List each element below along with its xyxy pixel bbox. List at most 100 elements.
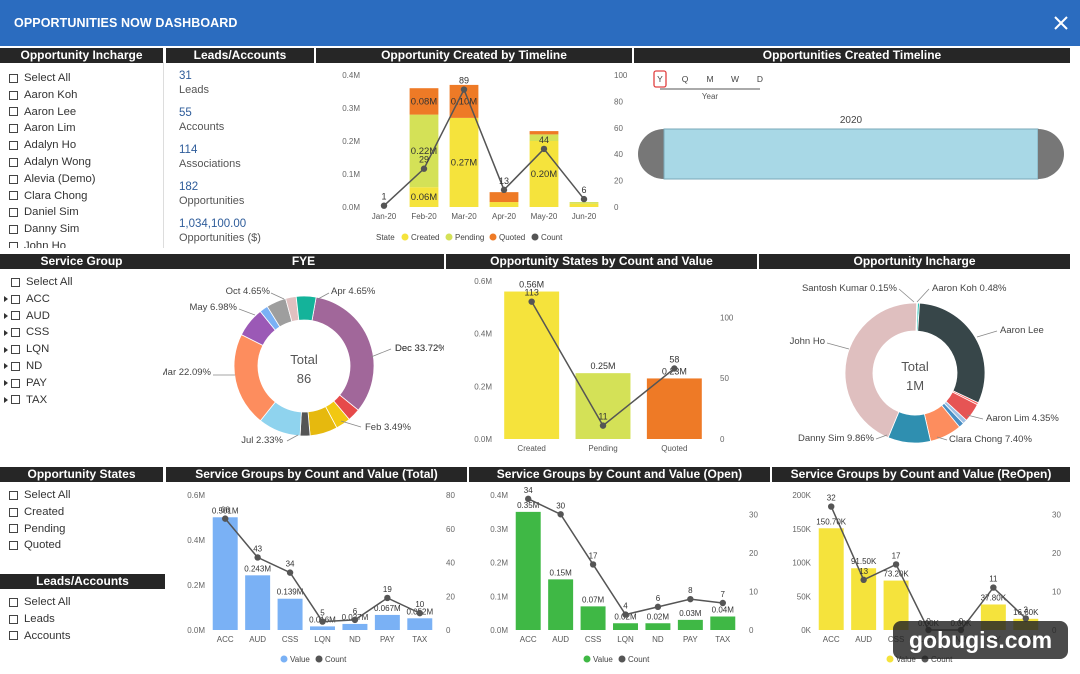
slicer-item[interactable]: Aaron Lee [9, 104, 96, 121]
count-point[interactable] [599, 422, 607, 429]
bar-segment[interactable] [449, 117, 479, 207]
checkbox[interactable] [9, 614, 18, 624]
slicer-item[interactable]: Clara Chong [9, 188, 96, 205]
sg-reopen-chart[interactable]: 0K50K100K150K200K0102030150.70KACC91.50K… [772, 482, 1070, 674]
donut-slice[interactable] [844, 302, 918, 439]
count-point[interactable] [589, 561, 597, 568]
expand-arrow-icon[interactable] [4, 296, 8, 303]
count-point[interactable] [525, 495, 532, 503]
checkbox[interactable] [11, 361, 20, 371]
expand-arrow-icon[interactable] [4, 396, 8, 403]
bar-segment[interactable] [529, 134, 559, 141]
states-chart[interactable]: 0.0M 0.2M 0.4M 0.6M 0 50 100 0.56M Created 0.25M P… [446, 269, 757, 461]
bar-segment[interactable] [529, 131, 559, 135]
granularity-selected[interactable] [653, 70, 667, 88]
donut-slice[interactable] [295, 295, 317, 322]
count-point[interactable] [671, 365, 678, 372]
year-range-bar[interactable] [663, 128, 1039, 180]
bar-segment[interactable] [489, 202, 519, 207]
count-point[interactable] [860, 576, 867, 584]
count-point[interactable] [654, 603, 662, 611]
checkbox[interactable] [11, 277, 20, 287]
checkbox[interactable] [9, 157, 18, 167]
slicer-item[interactable]: Accounts [9, 628, 70, 645]
checkbox[interactable] [9, 241, 18, 248]
slicer-item[interactable]: Select All [9, 594, 70, 611]
count-point[interactable] [380, 202, 388, 209]
slicer-item[interactable]: John Ho [9, 238, 96, 248]
checkbox[interactable] [9, 73, 18, 83]
bar[interactable] [818, 528, 844, 630]
slicer-item[interactable]: Select All [9, 487, 70, 504]
expand-arrow-icon[interactable] [4, 363, 8, 370]
timeline-filter[interactable]: Y Q M W D Year 2020 [634, 63, 1070, 248]
granularity-option[interactable]: D [757, 74, 763, 84]
checkbox[interactable] [9, 225, 18, 235]
bar[interactable] [677, 619, 703, 630]
checkbox[interactable] [9, 490, 18, 500]
bar[interactable] [212, 517, 238, 630]
bar[interactable] [342, 623, 368, 630]
bar[interactable] [277, 598, 303, 630]
bar-segment[interactable] [569, 203, 599, 207]
count-point[interactable] [319, 618, 326, 625]
checkbox[interactable] [9, 107, 18, 117]
expand-arrow-icon[interactable] [4, 380, 8, 387]
checkbox[interactable] [11, 378, 20, 388]
count-point[interactable] [687, 595, 694, 603]
granularity-option[interactable]: Y [657, 74, 663, 84]
slicer-item[interactable]: Adalyn Ho [9, 137, 96, 154]
slicer-item[interactable]: ND [4, 358, 72, 375]
slicer-item[interactable]: Daniel Sim [9, 204, 96, 221]
count-point[interactable] [1022, 615, 1029, 622]
slicer-item[interactable]: Aaron Koh [9, 87, 96, 104]
timeline-chart[interactable]: 0.0M 0.1M 0.2M 0.3M 0.4M 0 20 40 60 80 100 Jan-20 0.… [316, 63, 632, 248]
donut-slice[interactable] [233, 334, 276, 422]
checkbox[interactable] [9, 597, 18, 607]
bar[interactable] [710, 616, 736, 631]
bar-segment[interactable] [569, 202, 599, 204]
slicer-item[interactable]: LQN [4, 341, 72, 358]
checkbox[interactable] [11, 311, 20, 321]
expand-arrow-icon[interactable] [4, 329, 8, 336]
slicer-item[interactable]: CSS [4, 324, 72, 341]
slicer-item[interactable]: Aaron Lim [9, 120, 96, 137]
count-point[interactable] [990, 584, 997, 591]
donut-slice[interactable] [915, 302, 918, 332]
bar-segment[interactable] [489, 192, 519, 203]
incharge-donut-chart[interactable]: Total 1M Aaron Koh 0.48% Aaron Lee Aaron Lim… [759, 269, 1070, 461]
count-point[interactable] [460, 86, 468, 93]
count-point[interactable] [420, 165, 428, 172]
granularity-option[interactable]: W [731, 74, 739, 84]
range-handle-left[interactable] [638, 129, 664, 179]
service-group-slicer-list[interactable]: Select All ACC AUD CSS LQN ND PAY TAX [4, 274, 72, 408]
checkbox[interactable] [11, 345, 20, 355]
bar[interactable] [407, 618, 433, 630]
checkbox[interactable] [9, 631, 18, 641]
bar[interactable] [580, 606, 606, 630]
slicer-item[interactable]: TAX [4, 392, 72, 409]
count-point[interactable] [622, 611, 629, 618]
slicer-item[interactable]: Pending [9, 521, 70, 538]
slicer-item[interactable]: Select All [9, 70, 96, 87]
count-point[interactable] [416, 609, 423, 617]
slicer-item[interactable]: Quoted [9, 537, 70, 554]
checkbox[interactable] [9, 141, 18, 151]
donut-slice[interactable] [311, 296, 375, 411]
count-point[interactable] [528, 298, 535, 305]
checkbox[interactable] [11, 395, 20, 405]
count-point[interactable] [828, 503, 835, 510]
leads-slicer-list[interactable]: Select All Leads Accounts [9, 594, 70, 644]
slicer-item[interactable]: PAY [4, 375, 72, 392]
count-point[interactable] [254, 554, 261, 561]
slicer-item[interactable]: AUD [4, 308, 72, 325]
checkbox[interactable] [9, 191, 18, 201]
checkbox[interactable] [9, 524, 18, 534]
bar[interactable] [575, 373, 631, 439]
bar[interactable] [374, 614, 400, 630]
count-point[interactable] [351, 616, 359, 624]
slicer-item[interactable]: Select All [4, 274, 72, 291]
slicer-item[interactable]: Adalyn Wong [9, 154, 96, 171]
checkbox[interactable] [9, 174, 18, 184]
